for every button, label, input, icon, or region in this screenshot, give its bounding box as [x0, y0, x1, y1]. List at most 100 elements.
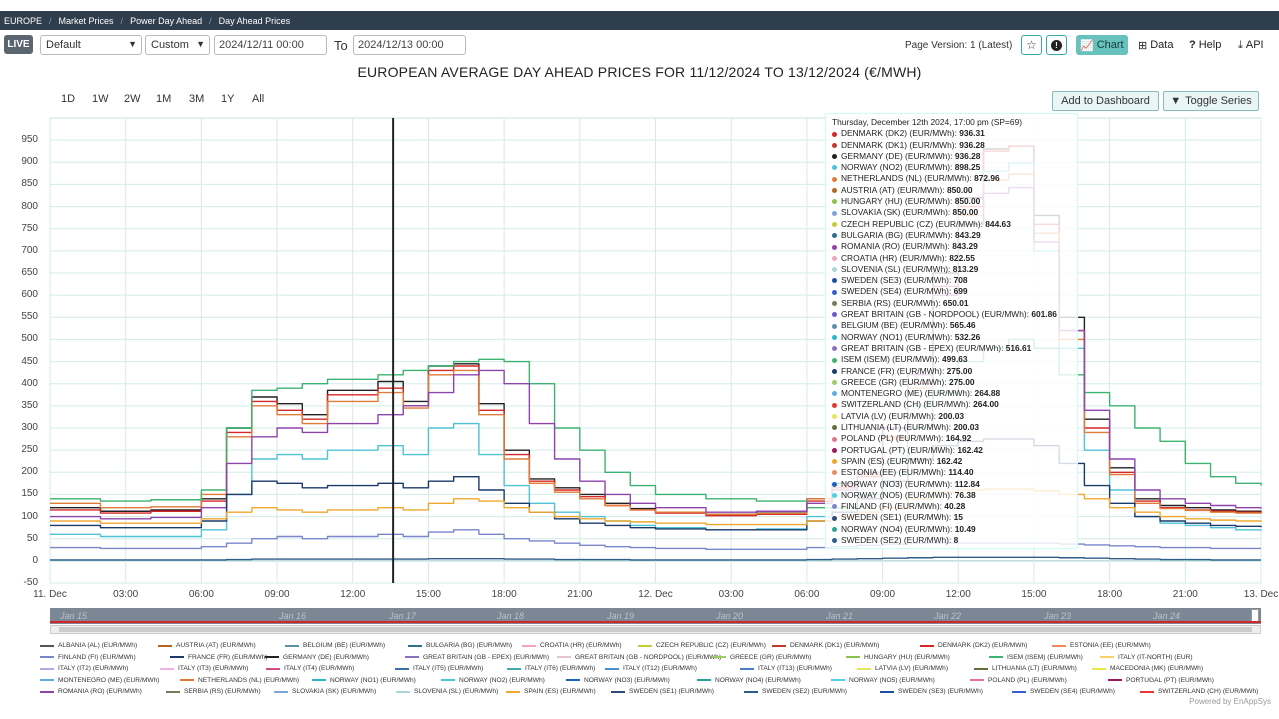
tab-chart[interactable]: 📈 Chart [1076, 35, 1128, 55]
scrollbar-thumb[interactable] [59, 627, 1252, 632]
legend-item[interactable]: SLOVENIA (SL) (EUR/MWh) [396, 688, 498, 695]
navigator-scrollbar[interactable] [50, 625, 1261, 634]
legend-swatch-icon [970, 679, 984, 681]
legend-label: ITALY (IT6) (EUR/MWh) [525, 665, 596, 672]
tab-data[interactable]: ⊞ Data [1134, 35, 1177, 55]
legend-item[interactable]: NORWAY (NO5) (EUR/MWh) [831, 677, 935, 684]
legend-label: MONTENEGRO (ME) (EUR/MWh) [58, 676, 160, 684]
live-button[interactable]: LIVE [4, 35, 33, 54]
legend-item[interactable]: ITALY (IT13) (EUR/MWh) [740, 665, 832, 672]
series-dot-icon [832, 154, 837, 160]
legend-item[interactable]: GREECE (GR) (EUR/MWh) [712, 654, 811, 661]
series-line[interactable] [50, 488, 1262, 526]
legend-item[interactable]: LITHUANIA (LT) (EUR/MWh) [974, 665, 1077, 672]
x-tick-label: 06:00 [794, 589, 820, 600]
legend-item[interactable]: SWEDEN (SE3) (EUR/MWh) [880, 688, 983, 695]
legend-item[interactable]: ITALY (IT2) (EUR/MWh) [40, 665, 128, 672]
range-button-3m[interactable]: 3M [189, 93, 205, 105]
range-button-1d[interactable]: 1D [61, 93, 76, 105]
y-tick-label: 900 [21, 156, 38, 168]
legend-item[interactable]: ITALY (IT-NORTH) (EUR) [1100, 654, 1193, 661]
series-line[interactable] [50, 338, 1262, 509]
legend-item[interactable]: NORWAY (NO4) (EUR/MWh) [697, 677, 801, 684]
series-line[interactable] [50, 162, 1262, 538]
tab-api[interactable]: ⤓ API [1234, 35, 1268, 55]
legend-item[interactable]: CROATIA (HR) (EUR/MWh) [522, 642, 622, 649]
tooltip-row: HUNGARY (HU) (EUR/MWh): 850.00 [832, 196, 1071, 207]
breadcrumb-item-europe[interactable]: EUROPE [4, 15, 43, 26]
legend-label: ITALY (IT5) (EUR/MWh) [413, 665, 484, 672]
breadcrumb-item-market-prices[interactable]: Market Prices [58, 15, 114, 26]
tooltip-row: NORWAY (NO5) (EUR/MWh): 76.38 [832, 490, 1071, 501]
navigator[interactable] [50, 608, 1261, 624]
legend-item[interactable]: NORWAY (NO3) (EUR/MWh) [566, 677, 670, 684]
legend-item[interactable]: SWEDEN (SE4) (EUR/MWh) [1012, 688, 1115, 695]
line-chart-icon: 📈 [1080, 39, 1094, 52]
range-button-2w[interactable]: 2W [124, 93, 141, 105]
legend-item[interactable]: ALBANIA (AL) (EUR/MWh) [40, 642, 137, 649]
info-button[interactable]: ! [1046, 35, 1067, 55]
series-dot-icon [832, 334, 837, 340]
range-button-all[interactable]: All [252, 93, 265, 105]
series-line[interactable] [50, 186, 1262, 520]
breadcrumb-item-power-day-ahead[interactable]: Power Day Ahead [130, 15, 203, 26]
legend-item[interactable]: HUNGARY (HU) (EUR/MWh) [846, 654, 950, 661]
legend-item[interactable]: ITALY (IT6) (EUR/MWh) [507, 665, 595, 672]
legend-item[interactable]: NORWAY (NO1) (EUR/MWh) [312, 677, 416, 684]
legend-item[interactable]: SWEDEN (SE1) (EUR/MWh) [611, 688, 714, 695]
legend-item[interactable]: MONTENEGRO (ME) (EUR/MWh) [40, 677, 159, 684]
range-mode-select[interactable]: Custom ▼ [145, 35, 210, 55]
legend-item[interactable]: AUSTRIA (AT) (EUR/MWh) [158, 642, 256, 649]
series-line[interactable] [50, 173, 1262, 516]
legend-item[interactable]: POLAND (PL) (EUR/MWh) [970, 677, 1067, 684]
breadcrumb-item-day-ahead-prices[interactable]: Day Ahead Prices [218, 15, 291, 26]
legend-item[interactable]: FRANCE (FR) (EUR/MWh) [170, 654, 267, 661]
range-button-1m[interactable]: 1M [156, 93, 172, 105]
legend-item[interactable]: SWEDEN (SE2) (EUR/MWh) [744, 688, 847, 695]
legend-item[interactable]: GERMANY (DE) (EUR/MWh) [265, 654, 369, 661]
add-to-dashboard-button[interactable]: Add to Dashboard [1052, 91, 1159, 111]
favorite-button[interactable]: ☆ [1021, 35, 1042, 55]
x-tick-label: 15:00 [1021, 589, 1047, 600]
legend-item[interactable]: PORTUGAL (PT) (EUR/MWh) [1108, 677, 1214, 684]
legend-item[interactable]: ESTONIA (EE) (EUR/MWh) [1052, 642, 1151, 649]
legend-item[interactable]: ITALY (IT3) (EUR/MWh) [160, 665, 248, 672]
legend-item[interactable]: ITALY (IT4) (EUR/MWh) [266, 665, 354, 672]
tooltip-row-value: 813.29 [952, 263, 979, 274]
legend-item[interactable]: DENMARK (DK1) (EUR/MWh) [772, 642, 879, 649]
legend-item[interactable]: ITALY (IT12) (EUR/MWh) [605, 665, 697, 672]
legend-label: POLAND (PL) (EUR/MWh) [988, 676, 1067, 684]
legend-item[interactable]: SERBIA (RS) (EUR/MWh) [166, 688, 261, 695]
to-date-input[interactable]: 2024/12/13 00:00 [353, 35, 466, 55]
range-button-1w[interactable]: 1W [92, 93, 109, 105]
legend-item[interactable]: NORWAY (NO2) (EUR/MWh) [441, 677, 545, 684]
series-line[interactable] [50, 529, 1261, 551]
legend-item[interactable]: NETHERLANDS (NL) (EUR/MWh) [180, 677, 299, 684]
toggle-series-button[interactable]: ▼ Toggle Series [1163, 91, 1259, 111]
legend-item[interactable]: ISEM (ISEM) (EUR/MWh) [989, 654, 1083, 661]
legend-item[interactable]: BELGIUM (BE) (EUR/MWh) [285, 642, 385, 649]
legend-swatch-icon [605, 667, 619, 670]
legend-item[interactable]: ROMANIA (RO) (EUR/MWh) [40, 688, 142, 695]
legend-item[interactable]: SWITZERLAND (CH) (EUR/MWh) [1140, 688, 1258, 695]
legend-item[interactable]: BULGARIA (BG) (EUR/MWh) [408, 642, 512, 649]
legend-item[interactable]: GREAT BRITAIN (GB - NORDPOOL) (EUR/MWh) [557, 654, 721, 661]
series-line[interactable] [50, 438, 1262, 531]
tab-help[interactable]: ? Help [1185, 35, 1225, 55]
navigator-label: Jan 17 [389, 611, 417, 621]
legend-item[interactable]: DENMARK (DK2) (EUR/MWh) [920, 642, 1027, 649]
legend-item[interactable]: LATVIA (LV) (EUR/MWh) [857, 665, 948, 672]
tooltip-row-value: 499.63 [941, 354, 968, 365]
series-line[interactable] [50, 556, 1261, 561]
legend-item[interactable]: FINLAND (FI) (EUR/MWh) [40, 654, 136, 661]
range-button-1y[interactable]: 1Y [221, 93, 235, 105]
legend-item[interactable]: MACEDONIA (MK) (EUR/MWh) [1092, 665, 1203, 672]
legend-item[interactable]: ITALY (IT5) (EUR/MWh) [395, 665, 483, 672]
preset-select[interactable]: Default ▼ [40, 35, 142, 55]
legend-item[interactable]: SPAIN (ES) (EUR/MWh) [506, 688, 596, 695]
legend-item[interactable]: CZECH REPUBLIC (CZ) (EUR/MWh) [638, 642, 766, 649]
legend-item[interactable]: GREAT BRITAIN (GB - EPEX) (EUR/MWh) [405, 654, 549, 661]
x-tick-label: 09:00 [264, 589, 290, 600]
legend-item[interactable]: SLOVAKIA (SK) (EUR/MWh) [274, 688, 376, 695]
from-date-input[interactable]: 2024/12/11 00:00 [214, 35, 327, 55]
